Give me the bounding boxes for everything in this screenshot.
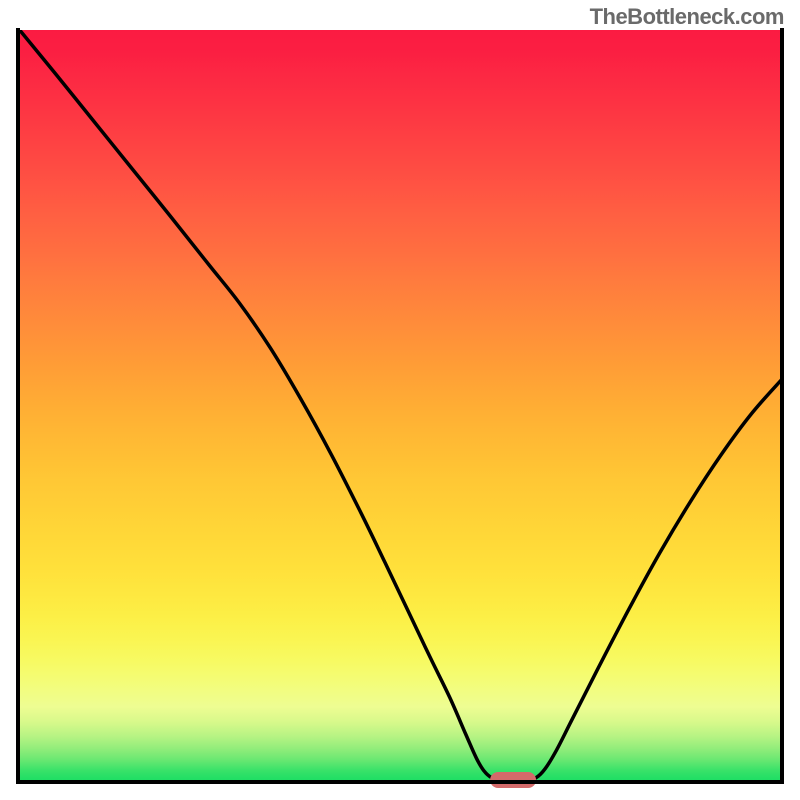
attribution-text: TheBottleneck.com	[590, 4, 784, 30]
bottleneck-curve-chart	[0, 0, 800, 800]
plot-background-gradient	[18, 30, 782, 782]
